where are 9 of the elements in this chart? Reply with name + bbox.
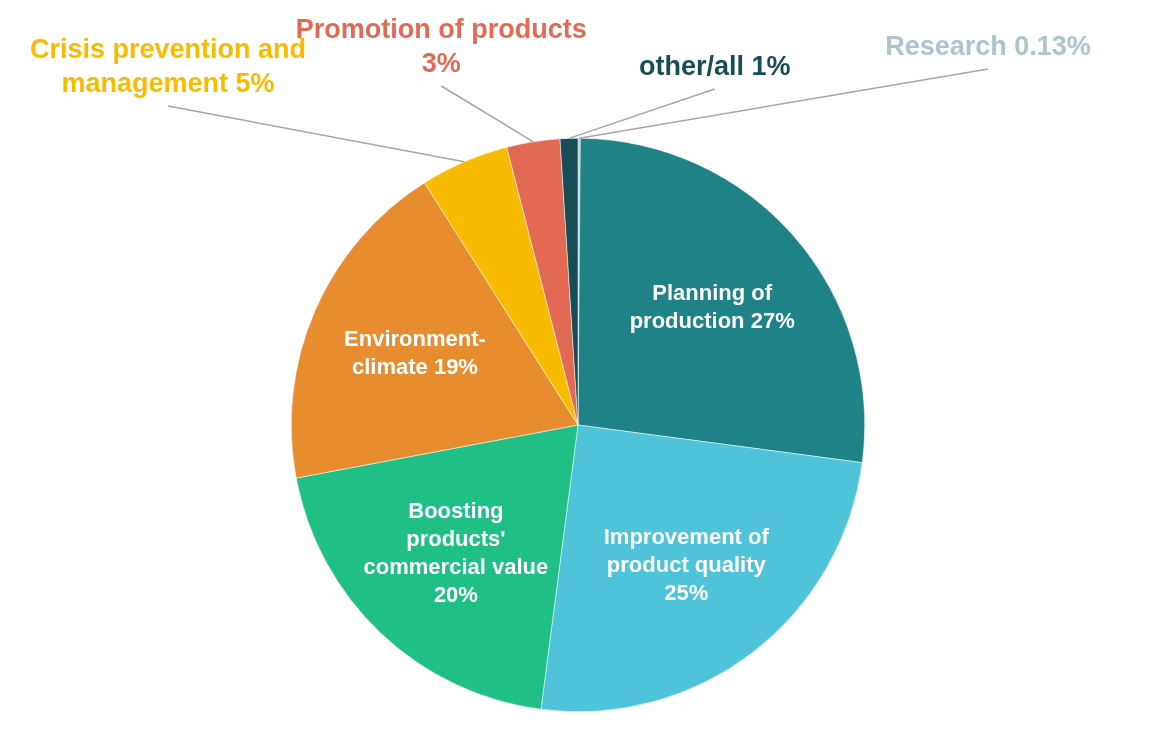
slice-label: Research 0.13%: [885, 31, 1091, 62]
data-label: 20%: [433, 582, 478, 608]
slice-label: Improvement of product quality: [603, 524, 770, 578]
slice-label: Planning of production 27%: [629, 280, 795, 334]
data-label: 25%: [664, 580, 709, 606]
data-label: 3%: [421, 48, 461, 79]
slice-label: other/all 1%: [638, 51, 791, 82]
slice-label: Boosting products' commercial value: [363, 498, 549, 580]
slice-label: Environment-climate 19%: [344, 326, 486, 380]
